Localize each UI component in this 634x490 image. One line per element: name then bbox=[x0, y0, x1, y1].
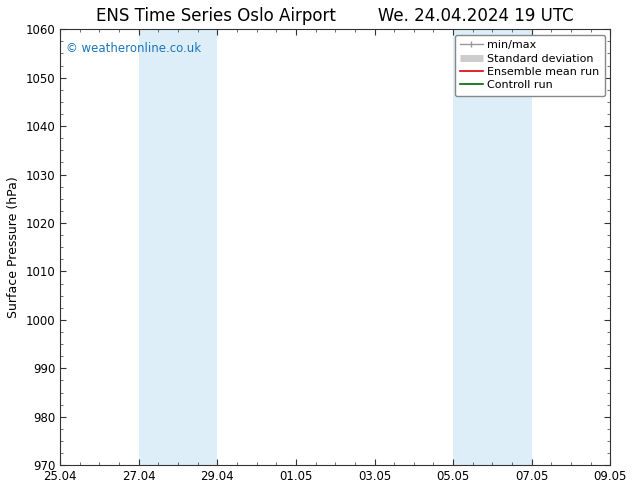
Text: © weatheronline.co.uk: © weatheronline.co.uk bbox=[65, 42, 201, 55]
Y-axis label: Surface Pressure (hPa): Surface Pressure (hPa) bbox=[7, 176, 20, 318]
Legend: min/max, Standard deviation, Ensemble mean run, Controll run: min/max, Standard deviation, Ensemble me… bbox=[455, 35, 605, 96]
Bar bbox=[139, 29, 217, 465]
Title: ENS Time Series Oslo Airport        We. 24.04.2024 19 UTC: ENS Time Series Oslo Airport We. 24.04.2… bbox=[96, 7, 574, 25]
Bar bbox=[453, 29, 532, 465]
